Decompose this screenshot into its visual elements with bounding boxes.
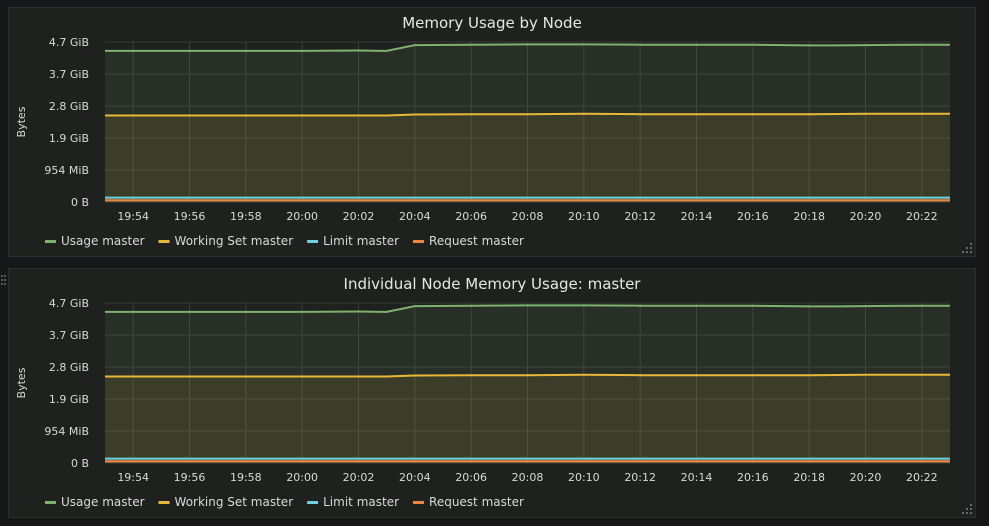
resize-handle-icon[interactable] [962,504,972,514]
x-tick-label: 19:56 [174,210,206,223]
series-line [105,43,950,52]
series-line [105,112,950,117]
x-tick-label: 20:16 [737,471,769,484]
panel-title[interactable]: Individual Node Memory Usage: master [343,275,641,293]
x-tick-label: 20:04 [399,471,431,484]
y-tick-label: 4.7 GiB [49,36,89,49]
x-tick-label: 19:58 [230,210,262,223]
y-tick-label: 1.9 GiB [49,132,89,145]
row-drag-handle-icon[interactable] [0,275,7,287]
series-line [105,373,950,378]
x-tick-label: 20:12 [624,210,656,223]
x-tick-label: 20:18 [793,471,825,484]
x-tick-label: 20:00 [286,210,318,223]
y-axis-label: Bytes [15,106,28,137]
legend-swatch [413,240,425,243]
y-tick-label: 1.9 GiB [49,393,89,406]
x-tick-label: 20:22 [906,471,938,484]
legend-swatch [413,501,425,504]
x-tick-label: 20:16 [737,210,769,223]
panel-title[interactable]: Memory Usage by Node [402,14,582,32]
x-tick-label: 20:20 [850,471,882,484]
legend-swatch [307,240,319,243]
legend-item-label[interactable]: Working Set master [175,234,294,248]
legend-item-label[interactable]: Request master [429,234,524,248]
series-area [105,113,950,202]
x-tick-label: 20:18 [793,210,825,223]
legend-item-label[interactable]: Limit master [323,495,399,509]
x-tick-label: 19:54 [117,471,149,484]
x-tick-label: 20:04 [399,210,431,223]
y-tick-label: 2.8 GiB [49,361,89,374]
y-tick-label: 954 MiB [44,164,89,177]
series-area [105,44,950,203]
x-tick-label: 19:58 [230,471,262,484]
legend-item-label[interactable]: Usage master [61,495,145,509]
legend-swatch [45,501,56,504]
memory-usage-by-node-panel: Memory Usage by Node 4.7 GiB 3.7 GiB 2.8 G… [8,7,976,257]
x-tick-label: 19:54 [117,210,149,223]
resize-handle-icon[interactable] [962,243,972,253]
y-tick-label: 954 MiB [44,425,89,438]
x-tick-label: 20:10 [568,210,600,223]
x-tick-label: 20:00 [286,471,318,484]
individual-node-memory-panel: Individual Node Memory Usage: master 4.7… [8,268,976,518]
x-tick-label: 20:14 [681,471,713,484]
legend-swatch [307,501,319,504]
x-tick-label: 20:08 [512,471,544,484]
x-tick-label: 20:06 [455,210,487,223]
series-area [105,374,950,463]
legend-swatch [158,501,170,504]
x-tick-label: 20:10 [568,471,600,484]
x-tick-label: 20:20 [850,210,882,223]
x-tick-label: 20:14 [681,210,713,223]
series-line [105,304,950,313]
series-area [105,305,950,463]
legend-swatch [158,240,170,243]
x-tick-label: 20:22 [906,210,938,223]
y-tick-label: 3.7 GiB [49,68,89,81]
legend-swatch [45,240,56,243]
legend-item-label[interactable]: Request master [429,495,524,509]
y-tick-label: 0 B [71,196,89,209]
y-tick-label: 2.8 GiB [49,100,89,113]
y-tick-label: 4.7 GiB [49,297,89,310]
legend-item-label[interactable]: Working Set master [175,495,294,509]
y-tick-label: 0 B [71,457,89,470]
x-tick-label: 19:56 [174,471,206,484]
legend-item-label[interactable]: Usage master [61,234,145,248]
y-axis-label: Bytes [15,367,28,398]
y-tick-label: 3.7 GiB [49,329,89,342]
chart-svg: 4.7 GiB 3.7 GiB 2.8 GiB 1.9 GiB 954 MiB 0 B 19… [15,36,950,248]
chart-svg: 4.7 GiB 3.7 GiB 2.8 GiB 1.9 GiB 954 MiB 0 B 19… [15,297,950,509]
x-tick-label: 20:06 [455,471,487,484]
x-tick-label: 20:08 [512,210,544,223]
x-tick-label: 20:12 [624,471,656,484]
legend-item-label[interactable]: Limit master [323,234,399,248]
x-tick-label: 20:02 [343,210,375,223]
x-tick-label: 20:02 [343,471,375,484]
